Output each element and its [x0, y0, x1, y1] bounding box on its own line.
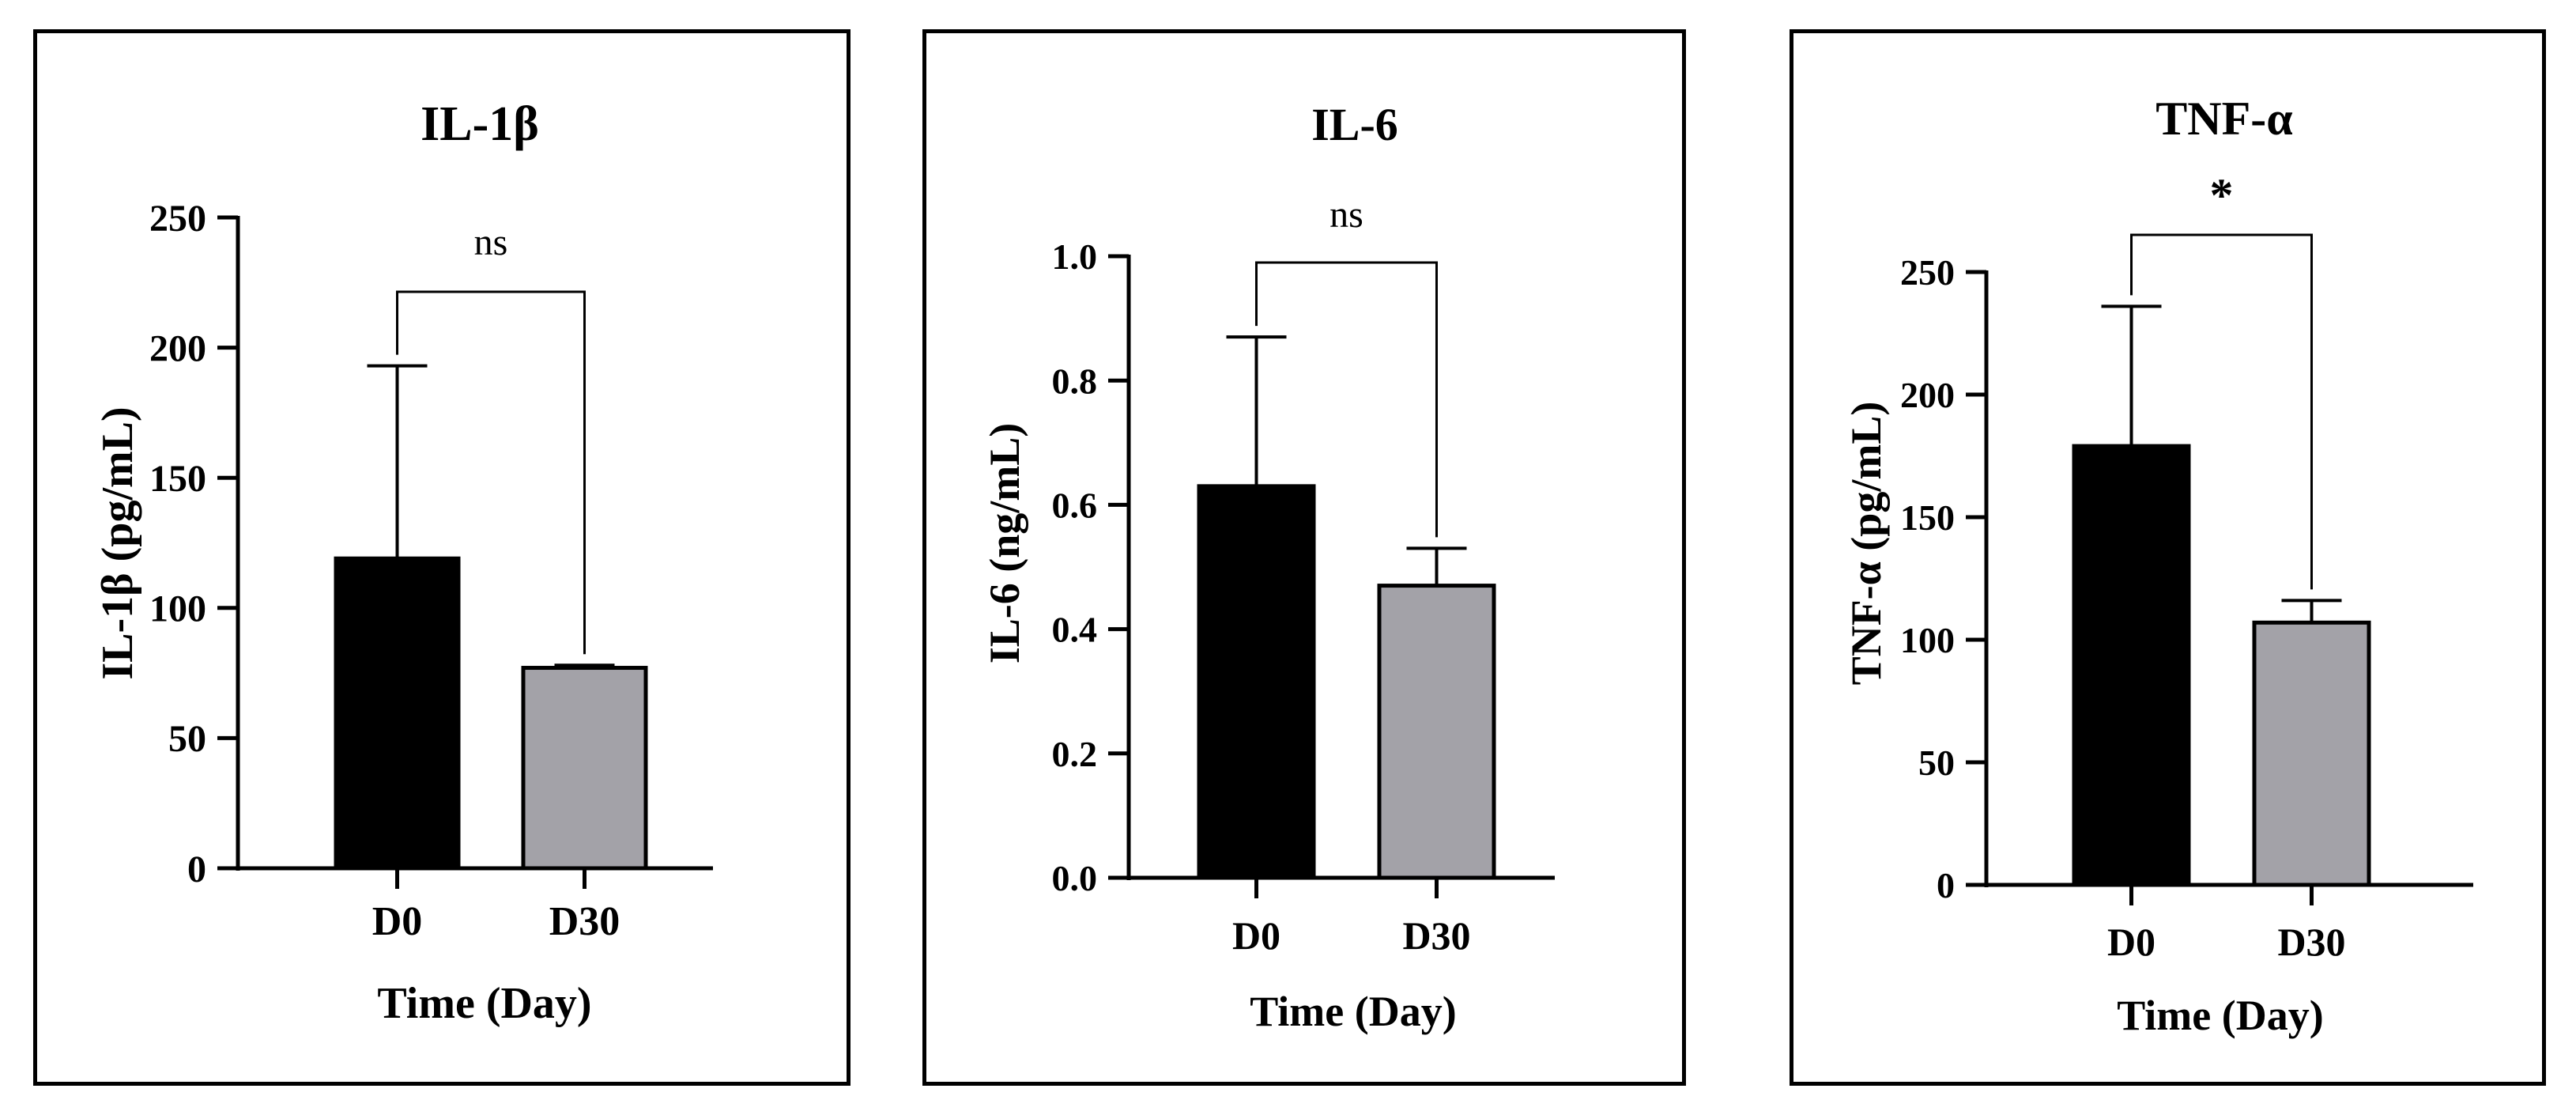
y-axis-label: IL-6 (ng/mL): [981, 423, 1028, 664]
x-tick-label: D0: [2107, 920, 2155, 964]
x-tick-label: D30: [1402, 913, 1470, 958]
y-tick-label: 0: [187, 849, 206, 890]
bar-d30: [1377, 584, 1496, 880]
significance-bracket: [2130, 233, 2313, 590]
y-tick-label: 250: [149, 198, 206, 240]
x-tick-label: D30: [2277, 920, 2345, 964]
x-tick-label: D0: [372, 899, 423, 944]
x-tick-label: D30: [549, 899, 620, 944]
bar-d30: [521, 666, 648, 871]
x-axis-label: Time (Day): [377, 979, 591, 1028]
x-tick-label: D0: [1232, 913, 1280, 958]
bar-d0: [334, 556, 461, 871]
chart-svg: IL-1β IL-1β (pg/mL) Time (Day) 0 50 100 150 200…: [93, 97, 713, 1028]
y-tick-label: 0.0: [1052, 858, 1098, 898]
significance-label: ns: [474, 221, 508, 263]
significance-label: ns: [1329, 194, 1363, 236]
x-axis-label: Time (Day): [1250, 988, 1456, 1035]
y-tick-label: 150: [1900, 497, 1955, 538]
chart-panel-il-6: IL-6 IL-6 (ng/mL) Time (Day) 0.0 0.2 0.4 0.6 0.…: [922, 29, 1686, 1086]
y-tick-label: 0.6: [1052, 486, 1098, 526]
significance-bracket: [396, 290, 586, 655]
y-tick-label: 200: [1900, 375, 1955, 415]
y-tick-label: 0.8: [1052, 361, 1098, 401]
significance-bracket: [1255, 261, 1438, 538]
chart-title: TNF-α: [2155, 93, 2292, 145]
y-tick-label: 250: [1900, 252, 1955, 293]
chart-title: IL-6: [1311, 99, 1398, 150]
y-tick-label: 100: [149, 588, 206, 630]
significance-label: *: [2210, 169, 2234, 221]
chart-panel-il-1b: IL-1β IL-1β (pg/mL) Time (Day) 0 50 100 150 200…: [33, 29, 850, 1086]
bar-d0: [2072, 444, 2191, 887]
x-axis-label: Time (Day): [2117, 992, 2323, 1039]
y-tick-label: 200: [149, 327, 206, 369]
y-axis-label: TNF-α (pg/mL): [1842, 402, 1890, 686]
y-tick-label: 0.2: [1052, 734, 1098, 774]
y-tick-label: 1.0: [1052, 236, 1098, 277]
bar-d30: [2252, 620, 2371, 887]
y-tick-label: 150: [149, 458, 206, 500]
y-tick-label: 0: [1937, 865, 1955, 905]
y-tick-label: 50: [1918, 743, 1955, 783]
chart-title: IL-1β: [421, 97, 539, 151]
y-tick-label: 0.4: [1052, 610, 1098, 650]
chart-svg: IL-6 IL-6 (ng/mL) Time (Day) 0.0 0.2 0.4 0.6 0.…: [981, 99, 1555, 1035]
bar-d0: [1197, 484, 1316, 880]
chart-panel-tnf-a: TNF-α TNF-α (pg/mL) Time (Day) 0 50 100 150 200…: [1790, 29, 2546, 1086]
y-tick-label: 100: [1900, 620, 1955, 660]
y-tick-label: 50: [168, 718, 206, 760]
y-axis-label: IL-1β (pg/mL): [93, 406, 142, 679]
chart-svg: TNF-α TNF-α (pg/mL) Time (Day) 0 50 100 150 200…: [1842, 93, 2473, 1039]
